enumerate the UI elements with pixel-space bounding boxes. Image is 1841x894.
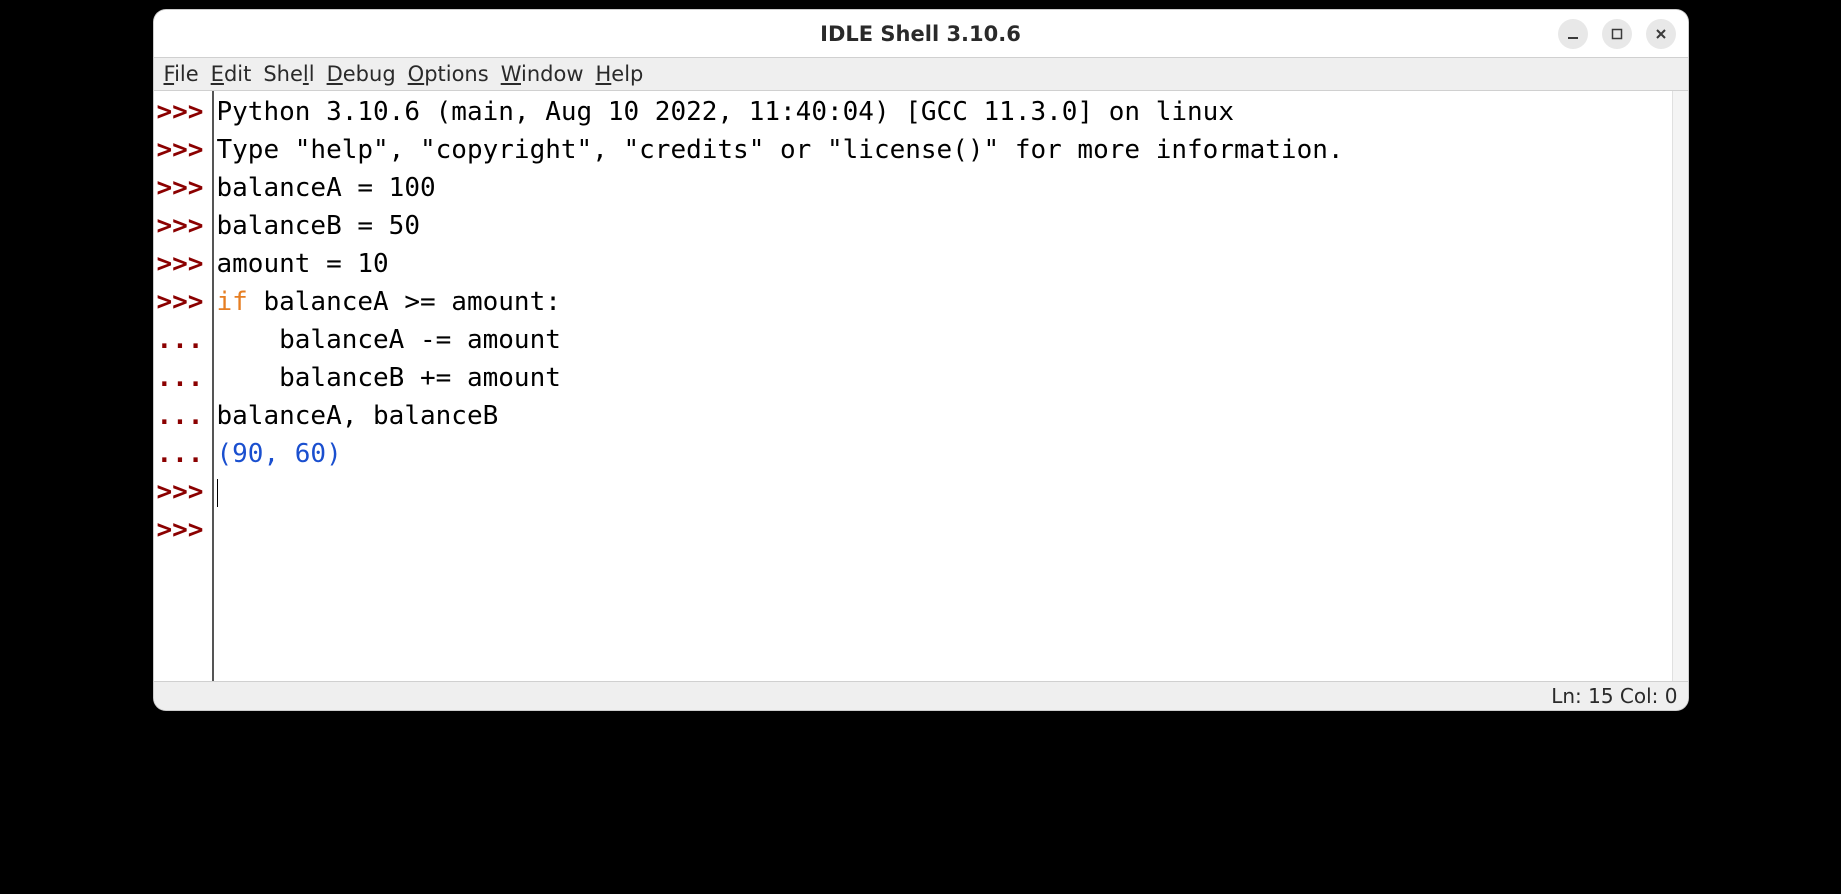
window-controls [1558,19,1676,49]
code-line [214,473,1688,511]
prompt: >>> [154,207,212,245]
prompt: >>> [154,93,212,131]
code-line: balanceB += amount [214,359,1688,397]
cursor-position: Ln: 15 Col: 0 [1551,684,1677,708]
menu-file[interactable]: File [160,60,203,88]
code-line: balanceA -= amount [214,321,1688,359]
prompt: >>> [154,169,212,207]
close-icon [1654,27,1668,41]
menubar: File Edit Shell Debug Options Window Hel… [154,58,1688,91]
maximize-button[interactable] [1602,19,1632,49]
code-text: balanceA >= amount: [248,287,561,317]
menu-window[interactable]: Window [497,60,588,88]
menu-help[interactable]: Help [592,60,648,88]
code-line: amount = 10 [214,245,1688,283]
titlebar: IDLE Shell 3.10.6 [154,10,1688,58]
menu-shell[interactable]: Shell [259,60,318,88]
prompt: >>> [154,473,212,511]
banner-line: Type "help", "copyright", "credits" or "… [214,131,1688,169]
menu-debug[interactable]: Debug [323,60,400,88]
menu-edit[interactable]: Edit [207,60,256,88]
idle-window: IDLE Shell 3.10.6 File Edit Shell Debug … [154,10,1688,710]
keyword: if [217,287,248,317]
minimize-button[interactable] [1558,19,1588,49]
statusbar: Ln: 15 Col: 0 [154,681,1688,710]
code-line: balanceA = 100 [214,169,1688,207]
banner-line: Python 3.10.6 (main, Aug 10 2022, 11:40:… [214,93,1688,131]
close-button[interactable] [1646,19,1676,49]
prompt-continuation: ... [154,359,212,397]
prompt: >>> [154,283,212,321]
shell-area[interactable]: >>> >>> >>> >>> >>> >>> ... ... ... ... … [154,91,1688,681]
prompt-continuation: ... [154,435,212,473]
output-line: (90, 60) [214,435,1688,473]
minimize-icon [1566,27,1580,41]
shell-content[interactable]: Python 3.10.6 (main, Aug 10 2022, 11:40:… [214,91,1688,681]
code-line: balanceB = 50 [214,207,1688,245]
prompt-continuation: ... [154,397,212,435]
prompt: >>> [154,511,212,549]
prompt: >>> [154,131,212,169]
prompt-continuation: ... [154,321,212,359]
menu-options[interactable]: Options [404,60,493,88]
maximize-icon [1610,27,1624,41]
text-cursor [217,479,218,507]
code-line: balanceA, balanceB [214,397,1688,435]
prompt: >>> [154,245,212,283]
window-title: IDLE Shell 3.10.6 [820,22,1021,46]
code-line: if balanceA >= amount: [214,283,1688,321]
prompt-gutter: >>> >>> >>> >>> >>> >>> ... ... ... ... … [154,91,214,681]
scrollbar[interactable] [1672,91,1688,681]
